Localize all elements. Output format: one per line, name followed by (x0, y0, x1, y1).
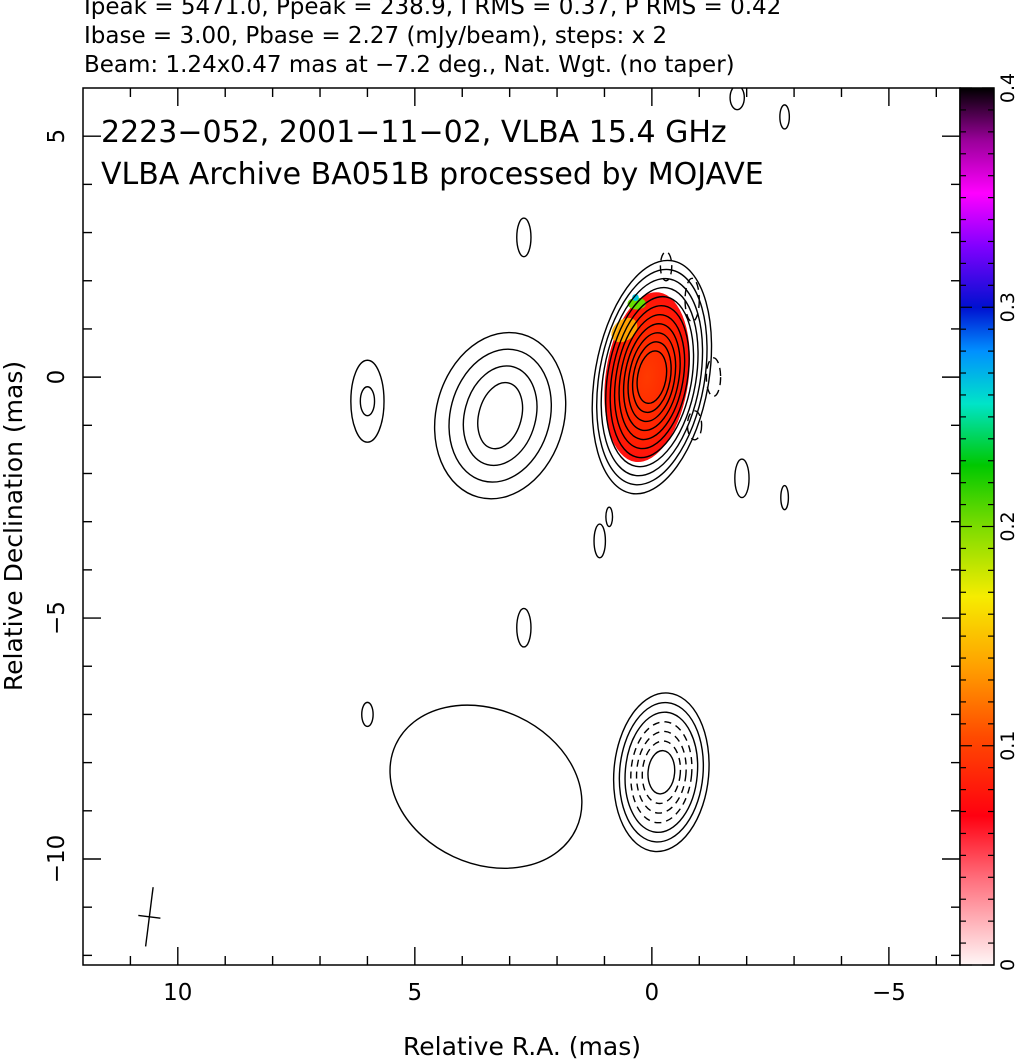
noise-contour (780, 484, 790, 511)
negative-contour (705, 357, 722, 398)
contour-core (609, 295, 695, 459)
colorbar-tick-label: 0.2 (997, 511, 1019, 541)
y-tick-label: 5 (44, 129, 70, 144)
noise-contour (779, 104, 791, 130)
contour-jet (624, 711, 699, 834)
contour-jet (612, 692, 710, 853)
contour-core (596, 268, 708, 486)
contour-core (604, 286, 699, 468)
y-tick-label: −5 (44, 601, 70, 635)
y-tick-label: 0 (44, 370, 70, 385)
negative-contour (686, 410, 703, 441)
contour-core (622, 323, 681, 432)
y-tick-label: −10 (44, 835, 70, 884)
contour-core (636, 350, 668, 405)
contour-far-east-knot (359, 386, 376, 417)
negative-contour (684, 277, 700, 323)
beam-ellipse-marker (138, 887, 161, 947)
axis-ticks: 10 5 0 −5 5 0 −5 −10 (44, 88, 960, 1006)
contour-south-east-knot (389, 704, 583, 869)
contour-core (631, 341, 672, 414)
polarization-edge-cyan (632, 294, 639, 301)
contour-east-knot (462, 365, 538, 467)
contour-east-knot (448, 348, 553, 483)
header-line-3: Beam: 1.24x0.47 mas at −7.2 deg., Nat. W… (84, 52, 735, 78)
contour-jet (630, 721, 693, 824)
contour-far-east-knot (350, 359, 385, 443)
contour-east-knot (433, 331, 567, 500)
colorbar-tick-label: 0.1 (997, 731, 1019, 761)
contour-jet (618, 701, 705, 843)
x-tick-label: 10 (163, 980, 192, 1006)
noise-contour (516, 607, 532, 648)
noise-contour (516, 217, 532, 258)
x-tick-label: 0 (645, 980, 660, 1006)
noise-contour (605, 506, 614, 528)
contour-core (627, 332, 677, 423)
header-line-2: Ibase = 3.00, Pbase = 2.27 (mJy/beam), s… (84, 23, 668, 49)
noise-contour (593, 523, 607, 559)
colorbar-tick-label: 0.3 (997, 292, 1019, 322)
contour-core (613, 304, 690, 450)
contour-core (600, 277, 704, 477)
contour-jet (635, 730, 687, 814)
contour-core (618, 314, 686, 441)
x-axis-label: Relative R.A. (mas) (403, 1032, 641, 1060)
chart-title: 2223−052, 2001−11−02, VLBA 15.4 GHz (101, 115, 727, 150)
y-axis-label: Relative Declination (mas) (0, 361, 28, 691)
noise-contour (729, 88, 746, 111)
noise-contour (734, 458, 750, 499)
contour-east-knot (477, 381, 524, 450)
colorbar-ticks: 0 0.1 0.2 0.3 0.4 (960, 73, 1019, 971)
x-tick-label: −5 (872, 980, 906, 1006)
colorbar-tick-label: 0.4 (997, 73, 1019, 103)
negative-contour (659, 251, 673, 282)
contour-jet (647, 749, 676, 795)
beam-minor-axis (138, 914, 161, 919)
colorbar-tick-label: 0 (997, 959, 1019, 971)
contour-jet (641, 740, 682, 805)
header-line-1: Ipeak = 5471.0, Ppeak = 238.9, I RMS = 0… (84, 0, 782, 20)
x-tick-label: 5 (408, 980, 423, 1006)
chart-subtitle: VLBA Archive BA051B processed by MOJAVE (101, 157, 764, 192)
total-intensity-contours (350, 88, 791, 869)
noise-contour (361, 701, 374, 728)
